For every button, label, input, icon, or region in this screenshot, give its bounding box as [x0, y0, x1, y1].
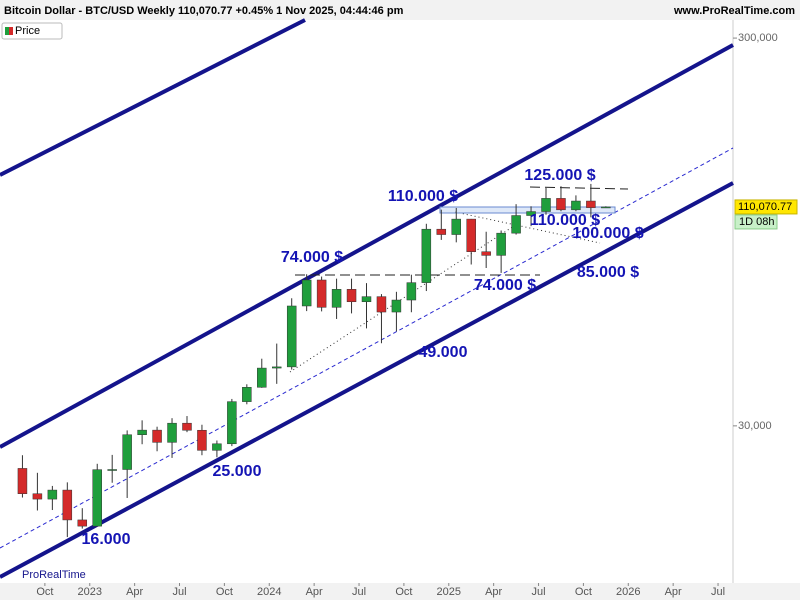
- candle-body: [137, 429, 147, 435]
- drawings: [0, 18, 734, 579]
- legend-icon: [5, 27, 9, 35]
- x-tick-label: 2023: [78, 586, 102, 598]
- y-tick-label: 30,000: [738, 420, 772, 432]
- footer: ProRealTime: [22, 569, 86, 581]
- candle-body: [32, 493, 43, 500]
- candle-body: [17, 468, 28, 494]
- annotation: 110.000 $: [530, 212, 600, 229]
- annotation: 100.000 $: [572, 225, 643, 242]
- chart-title: Bitcoin Dollar - BTC/USD Weekly 110,070.…: [4, 5, 404, 17]
- countdown-label: 1D 08h: [739, 216, 774, 228]
- candle-body: [346, 289, 357, 303]
- candle-body: [571, 200, 581, 211]
- candle-body: [481, 251, 491, 256]
- candle-body: [436, 228, 447, 235]
- candle-body: [182, 422, 192, 431]
- x-tick-label: 2025: [437, 586, 461, 598]
- legend-icon: [9, 27, 13, 35]
- annotation: 74.000 $: [281, 249, 343, 266]
- candle-body: [466, 218, 476, 252]
- candle-body: [152, 429, 162, 443]
- annotation: 25.000: [213, 463, 262, 480]
- legend-label: Price: [15, 25, 40, 37]
- last-price-label: 110,070.77: [738, 201, 792, 213]
- x-tick-label: Apr: [126, 586, 143, 598]
- x-tick-label: Oct: [216, 586, 233, 598]
- annotation: 110.000 $: [388, 188, 458, 205]
- candle-body: [586, 200, 596, 208]
- trend-line: [454, 211, 601, 244]
- channel-line: [0, 18, 306, 177]
- x-tick-label: Apr: [485, 586, 502, 598]
- header-bar: [0, 0, 800, 20]
- x-tick-label: 2026: [616, 586, 640, 598]
- channel-line: [0, 181, 734, 579]
- candle-body: [107, 469, 117, 471]
- x-tick-label: 2024: [257, 586, 281, 598]
- x-tick-label: Apr: [665, 586, 682, 598]
- candle-body: [361, 296, 372, 303]
- x-tick-label: Jul: [531, 586, 545, 598]
- candle-body: [167, 422, 177, 443]
- site-link[interactable]: www.ProRealTime.com: [673, 5, 795, 17]
- candles: [17, 183, 611, 538]
- candle-body: [391, 299, 402, 313]
- x-tick-label: Jul: [352, 586, 366, 598]
- annotation: 74.000 $: [474, 277, 536, 294]
- candle-body: [316, 279, 327, 308]
- candle-body: [541, 198, 551, 212]
- x-tick-label: Oct: [36, 586, 53, 598]
- x-tick-label: Apr: [306, 586, 323, 598]
- candle-body: [496, 232, 506, 256]
- annotation: 85.000 $: [577, 264, 639, 281]
- candle-body: [406, 282, 417, 301]
- candle-body: [451, 218, 461, 235]
- candle-body: [212, 443, 222, 451]
- level-line: [529, 186, 629, 190]
- candle-body: [47, 489, 58, 500]
- candle-body: [272, 366, 282, 369]
- y-tick-label: 300,000: [738, 32, 778, 44]
- candle-body: [601, 206, 611, 209]
- candle-body: [227, 401, 237, 445]
- candle-body: [301, 279, 312, 307]
- candle-body: [421, 228, 432, 283]
- x-tick-label: Jul: [711, 586, 725, 598]
- annotation: 16.000: [82, 531, 131, 548]
- candle-body: [526, 211, 536, 216]
- x-tick-label: Jul: [172, 586, 186, 598]
- channel-line: [0, 43, 734, 449]
- last-price-box: [734, 199, 798, 215]
- annotation: 125.000 $: [524, 167, 595, 184]
- x-axis-bar: [0, 583, 800, 600]
- candle-body: [197, 429, 207, 451]
- candle-body: [62, 489, 73, 521]
- candle-body: [331, 289, 342, 308]
- candle-body: [511, 215, 521, 234]
- candle-body: [286, 305, 297, 368]
- trend-line: [289, 221, 521, 373]
- candle-body: [122, 434, 132, 470]
- legend-box[interactable]: [1, 22, 63, 40]
- countdown-box: [734, 214, 778, 230]
- mid-line: [0, 147, 734, 549]
- x-tick-label: Oct: [575, 586, 592, 598]
- candle-body: [556, 198, 566, 211]
- candle-body: [257, 367, 267, 388]
- candle-body: [376, 296, 387, 313]
- annotation: 49.000: [419, 344, 468, 361]
- candle-body: [77, 519, 88, 527]
- candle-body: [242, 387, 252, 402]
- candle-body: [92, 469, 102, 527]
- x-tick-label: Oct: [395, 586, 412, 598]
